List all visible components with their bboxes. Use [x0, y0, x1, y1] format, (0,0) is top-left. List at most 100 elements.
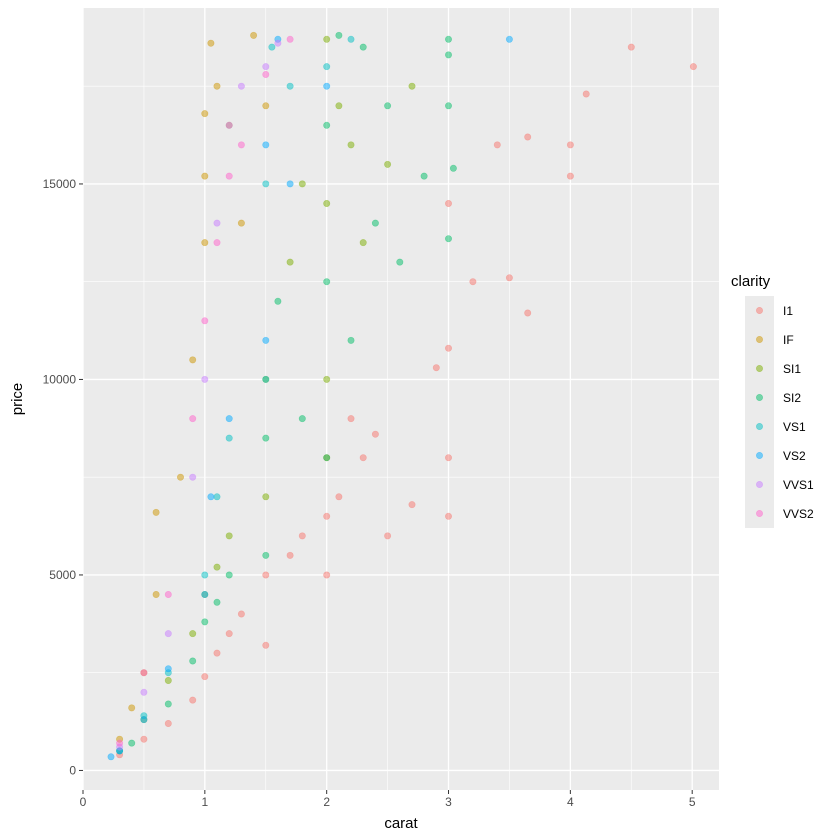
- x-tick-label: 4: [567, 795, 574, 809]
- data-point-i1: [432, 364, 440, 372]
- data-point-si2: [225, 571, 233, 579]
- x-tick-label: 2: [323, 795, 330, 809]
- data-point-si1: [408, 82, 416, 90]
- data-point-i1: [493, 141, 501, 149]
- data-point-vvs2: [225, 172, 233, 180]
- legend-items: I1 IF SI1 SI2 VS1 VS2 VVS1 VVS2: [745, 296, 814, 528]
- data-point-vvs2: [201, 317, 209, 325]
- data-point-i1: [164, 719, 172, 727]
- data-point-si2: [298, 415, 306, 423]
- data-point-si2: [396, 258, 404, 266]
- y-tick-label: 5000: [49, 568, 76, 582]
- data-point-vs2: [107, 753, 115, 761]
- data-point-si1: [323, 375, 331, 383]
- data-point-si1: [164, 676, 172, 684]
- data-point-vvs2: [116, 739, 124, 747]
- data-point-i1: [566, 141, 574, 149]
- data-point-i1: [323, 571, 331, 579]
- x-tick-label: 3: [445, 795, 452, 809]
- data-point-si2: [444, 102, 452, 110]
- data-point-i1: [262, 571, 270, 579]
- data-point-si2: [420, 172, 428, 180]
- data-point-i1: [262, 641, 270, 649]
- data-point-si2: [444, 235, 452, 243]
- data-point-si2: [384, 102, 392, 110]
- data-point-vvs1: [237, 82, 245, 90]
- data-point-si1: [225, 532, 233, 540]
- major-gridlines: [82, 8, 719, 790]
- data-point-si1: [262, 493, 270, 501]
- data-point-vs2: [262, 336, 270, 344]
- data-point-vvs1: [189, 473, 197, 481]
- data-point-si1: [323, 200, 331, 208]
- data-point-vvs1: [262, 63, 270, 71]
- legend-label-si2: SI2: [783, 391, 801, 405]
- y-axis-title: price: [9, 383, 26, 416]
- data-point-vvs2: [164, 590, 172, 598]
- data-point-vs2: [164, 665, 172, 673]
- data-point-si2: [347, 336, 355, 344]
- legend-title: clarity: [731, 273, 771, 290]
- data-point-i1: [347, 415, 355, 423]
- legend-label-if: IF: [783, 333, 794, 347]
- y-axis: 0 5000 10000 15000: [43, 177, 83, 777]
- legend-label-vvs2: VVS2: [783, 507, 814, 521]
- data-point-i1: [201, 673, 209, 681]
- data-point-i1: [444, 344, 452, 352]
- data-point-vs1: [201, 571, 209, 579]
- legend-swatch-vvs1: [755, 480, 763, 488]
- data-point-vs1: [347, 35, 355, 43]
- data-point-vs2: [201, 590, 209, 598]
- data-points: [107, 31, 697, 761]
- data-point-if: [177, 473, 185, 481]
- data-point-si2: [213, 598, 221, 606]
- data-point-i1: [298, 532, 306, 540]
- data-point-vvs1: [213, 219, 221, 227]
- data-point-si2: [189, 657, 197, 665]
- legend-label-si1: SI1: [783, 362, 801, 376]
- plot-background: [83, 8, 719, 790]
- data-point-vs1: [262, 375, 270, 383]
- data-point-vvs2: [262, 71, 270, 79]
- data-point-si2: [449, 164, 457, 172]
- data-point-if: [207, 39, 215, 47]
- data-point-i1: [408, 501, 416, 509]
- data-point-vs2: [323, 82, 331, 90]
- data-point-i1: [323, 512, 331, 520]
- data-point-si2: [323, 121, 331, 129]
- data-point-vs2: [286, 180, 294, 188]
- data-point-si2: [128, 739, 136, 747]
- data-point-si1: [286, 258, 294, 266]
- data-point-i1: [213, 649, 221, 657]
- data-point-i1: [524, 309, 532, 317]
- x-tick-label: 5: [689, 795, 696, 809]
- data-point-vs2: [207, 493, 215, 501]
- data-point-if: [262, 102, 270, 110]
- data-point-i1: [286, 551, 294, 559]
- data-point-si2: [201, 618, 209, 626]
- legend-label-vvs1: VVS1: [783, 478, 814, 492]
- data-point-si2: [444, 51, 452, 59]
- data-point-vs1: [262, 180, 270, 188]
- data-point-si2: [323, 278, 331, 286]
- data-point-i1: [469, 278, 477, 286]
- data-point-i1: [359, 454, 367, 462]
- data-point-i1: [444, 200, 452, 208]
- data-point-vvs1: [140, 688, 148, 696]
- data-point-i1: [225, 630, 233, 638]
- data-point-vvs1: [164, 630, 172, 638]
- data-point-si2: [444, 35, 452, 43]
- data-point-vvs2: [140, 669, 148, 677]
- data-point-i1: [689, 63, 697, 71]
- data-point-si1: [384, 160, 392, 168]
- data-point-si1: [347, 141, 355, 149]
- data-point-i1: [505, 274, 513, 282]
- y-tick-label: 10000: [43, 372, 77, 386]
- data-point-si2: [262, 434, 270, 442]
- x-tick-label: 0: [80, 795, 87, 809]
- legend: clarity I1 IF SI1 SI2 VS1 VS2 VVS1 VVS2: [731, 273, 814, 528]
- data-point-if: [189, 356, 197, 364]
- minor-gridlines: [83, 8, 719, 790]
- legend-label-vs1: VS1: [783, 420, 806, 434]
